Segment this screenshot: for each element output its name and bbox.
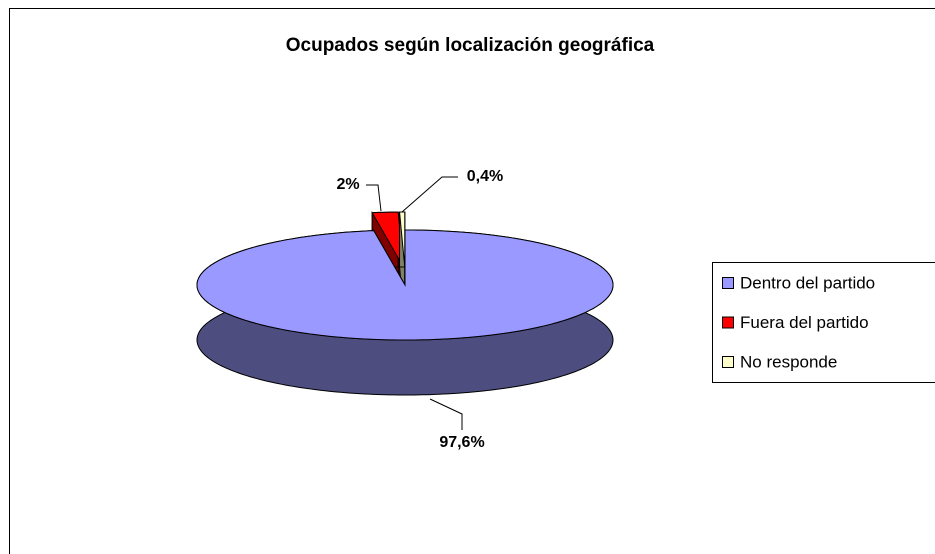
pie-slice bbox=[371, 211, 404, 268]
legend-label: No responde bbox=[740, 352, 837, 371]
legend-swatch bbox=[722, 277, 734, 289]
legend-label: Dentro del partido bbox=[740, 273, 875, 292]
legend-items: Dentro del partido Fuera del partido No re… bbox=[722, 273, 875, 371]
legend-swatch bbox=[722, 356, 734, 368]
legend-swatch bbox=[722, 316, 734, 329]
pie-slice bbox=[196, 229, 614, 341]
data-label: 0,4% bbox=[467, 168, 503, 185]
data-label: 2% bbox=[336, 176, 359, 193]
data-label: 97,6% bbox=[439, 434, 484, 451]
legend-label: Fuera del partido bbox=[740, 313, 869, 332]
leader-line bbox=[366, 184, 382, 212]
chart-title: Ocupados según localización geográfica bbox=[286, 35, 655, 56]
legend bbox=[712, 262, 935, 383]
leader-line bbox=[401, 176, 458, 213]
leader-line bbox=[429, 398, 463, 430]
pie bbox=[196, 210, 614, 396]
